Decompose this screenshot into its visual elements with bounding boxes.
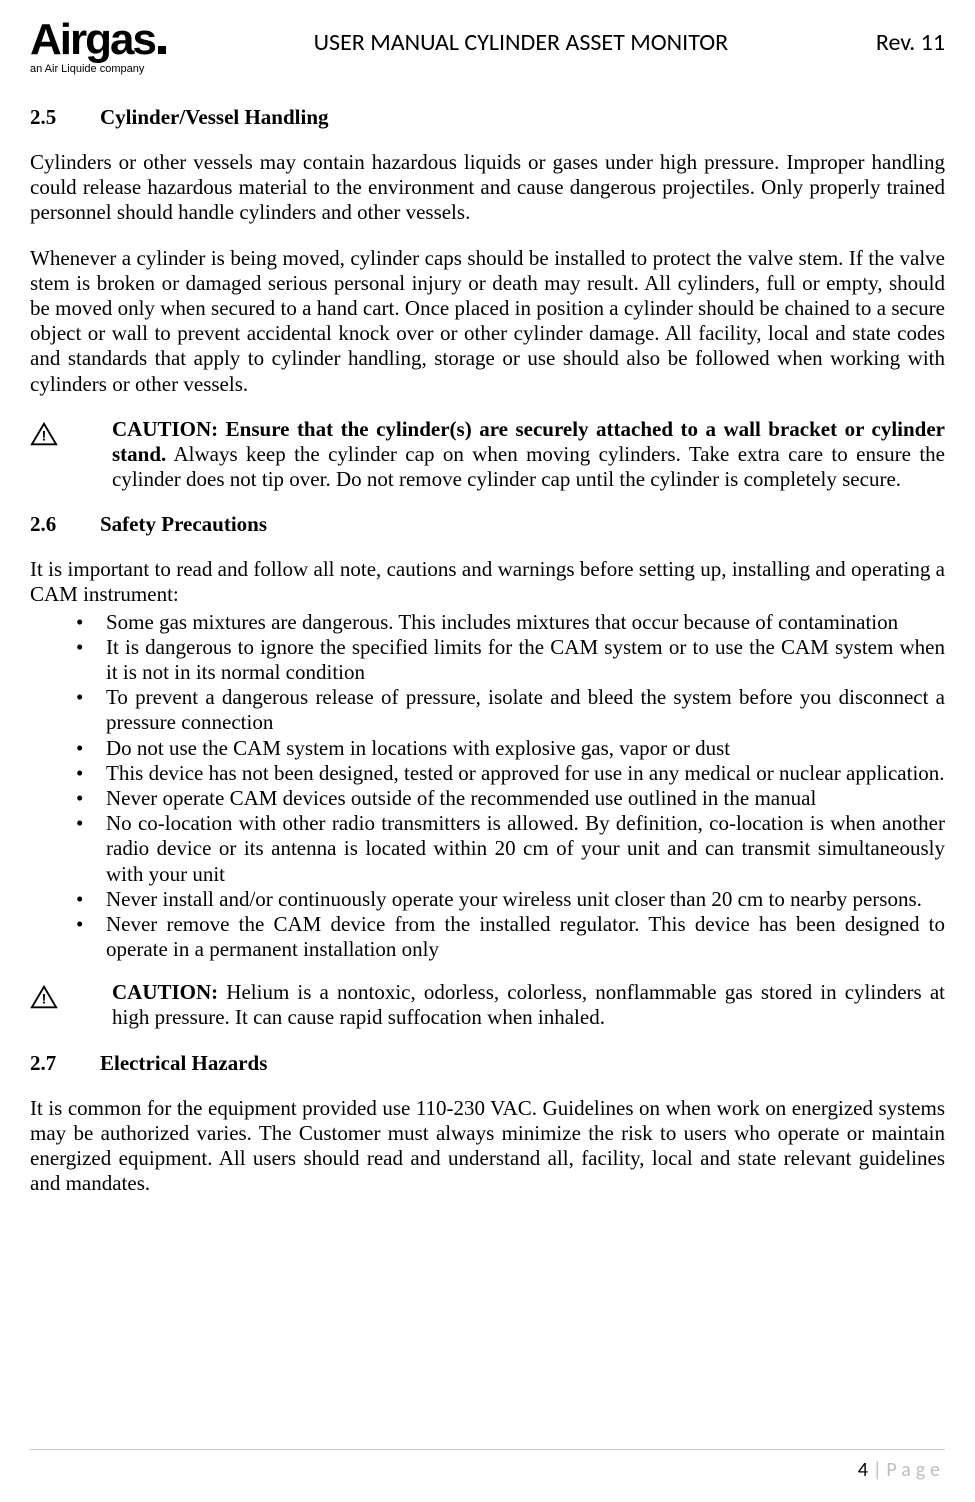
page-header: Airgas an Air Liquide company USER MANUA…	[30, 18, 945, 75]
caution-text: CAUTION: Ensure that the cylinder(s) are…	[112, 417, 945, 493]
list-item: It is dangerous to ignore the specified …	[76, 635, 945, 685]
logo-subtitle: an Air Liquide company	[30, 64, 166, 75]
list-item: To prevent a dangerous release of pressu…	[76, 685, 945, 735]
section-number: 2.6	[30, 512, 100, 537]
caution-text: CAUTION: Helium is a nontoxic, odorless,…	[112, 980, 945, 1030]
section-heading-2-5: 2.5Cylinder/Vessel Handling	[30, 105, 945, 130]
list-item: Never install and/or continuously operat…	[76, 887, 945, 912]
caution-label: CAUTION:	[112, 980, 218, 1004]
list-item: Never remove the CAM device from the ins…	[76, 912, 945, 962]
svg-text:!: !	[42, 427, 47, 443]
list-item: Some gas mixtures are dangerous. This in…	[76, 610, 945, 635]
section-title: Cylinder/Vessel Handling	[100, 105, 329, 129]
warning-triangle-icon: !	[30, 421, 62, 452]
safety-bullet-list: Some gas mixtures are dangerous. This in…	[30, 610, 945, 963]
footer-divider	[30, 1449, 945, 1450]
list-item: Do not use the CAM system in locations w…	[76, 736, 945, 761]
warning-triangle-icon: !	[30, 984, 62, 1015]
caution-block: ! CAUTION: Helium is a nontoxic, odorles…	[30, 980, 945, 1030]
page-number: 4	[858, 1458, 868, 1482]
logo-main-text: Airgas	[30, 15, 155, 64]
page-word: Page	[886, 1458, 945, 1482]
paragraph-text: It is important to read and follow all n…	[30, 557, 945, 607]
paragraph-text: Cylinders or other vessels may contain h…	[30, 150, 945, 226]
caution-rest-text: Always keep the cylinder cap on when mov…	[112, 442, 945, 491]
paragraph-text: Whenever a cylinder is being moved, cyli…	[30, 246, 945, 397]
section-number: 2.5	[30, 105, 100, 130]
company-logo: Airgas an Air Liquide company	[30, 18, 166, 75]
document-title: USER MANUAL CYLINDER ASSET MONITOR	[166, 28, 876, 57]
logo-text: Airgas	[30, 18, 166, 62]
list-item: No co-location with other radio transmit…	[76, 811, 945, 887]
footer-page-info: 4 | Page	[30, 1458, 945, 1482]
section-heading-2-7: 2.7Electrical Hazards	[30, 1051, 945, 1076]
svg-text:!: !	[42, 991, 47, 1007]
page-separator: |	[868, 1458, 886, 1482]
caution-rest-text: Helium is a nontoxic, odorless, colorles…	[112, 980, 945, 1029]
section-number: 2.7	[30, 1051, 100, 1076]
revision-label: Rev. 11	[876, 28, 945, 57]
paragraph-text: It is common for the equipment provided …	[30, 1096, 945, 1197]
section-title: Electrical Hazards	[100, 1051, 267, 1075]
section-title: Safety Precautions	[100, 512, 267, 536]
list-item: This device has not been designed, teste…	[76, 761, 945, 786]
page-footer: 4 | Page	[30, 1449, 945, 1482]
section-heading-2-6: 2.6Safety Precautions	[30, 512, 945, 537]
logo-dot	[158, 46, 166, 54]
list-item: Never operate CAM devices outside of the…	[76, 786, 945, 811]
caution-block: ! CAUTION: Ensure that the cylinder(s) a…	[30, 417, 945, 493]
